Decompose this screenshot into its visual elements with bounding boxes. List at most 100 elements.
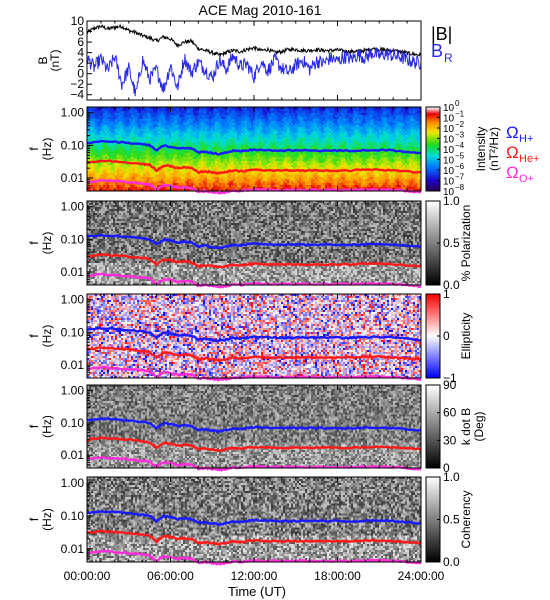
intensity-colorbar-tick-exponent: −1	[455, 110, 465, 119]
kdotb-colorbar-tick-label: 30	[443, 433, 457, 447]
legend-b-radial: B	[431, 41, 443, 61]
kdotb-ylabel: f	[27, 424, 41, 428]
intensity-colorbar-label-group: Intensity (nT²/Hz)	[474, 127, 501, 172]
intensity-colorbar-tick-label: 10	[443, 145, 455, 156]
polarization-yunit: (Hz)	[40, 232, 54, 255]
intensity-gyro-Hplus	[86, 139, 422, 156]
polarization-colorbar-tick-label: 1.0	[443, 194, 460, 208]
kdotb-ylabel-group: f (Hz)	[27, 415, 54, 438]
ellipticity-colorbar	[426, 294, 440, 378]
polarization-ytick-label: 0.10	[61, 232, 85, 246]
polarization-gyro-Hplus	[86, 233, 422, 250]
intensity-colorbar-unit: (nT²/Hz)	[487, 127, 501, 171]
b-magnitude-line	[86, 23, 422, 58]
coherency-colorbar	[426, 477, 440, 562]
legend-omega-Hplus: Ω	[506, 123, 519, 142]
ellipticity-gyro-Hplus	[86, 326, 422, 343]
kdotb-colorbar-tick-label: 0	[443, 461, 450, 475]
legend-omega-subscript-Oplus: O+	[519, 173, 534, 185]
polarization-ylabel-group: f (Hz)	[27, 232, 54, 255]
figure-title: ACE Mag 2010-161	[199, 2, 322, 18]
polarization-ytick-label: 1.00	[61, 200, 85, 214]
kdotb-colorbar-tick-label: 90	[443, 378, 457, 392]
polarization-ylabel: f	[27, 241, 41, 245]
kdotb-colorbar-unit: (Deg)	[472, 411, 486, 441]
kdotb-colorbar-tick-label: 60	[443, 406, 457, 420]
coherency-yunit: (Hz)	[40, 508, 54, 531]
polarization-colorbar-label: % Polarization	[459, 205, 473, 282]
field-ytick-label: −2	[70, 77, 84, 91]
intensity-colorbar-tick-label: 10	[443, 124, 455, 135]
intensity-colorbar-tick-exponent: −6	[455, 162, 465, 171]
kdotb-gyro-Heplus	[86, 436, 422, 453]
field-ytick-label: 2	[77, 56, 84, 70]
kdotb-panel: 1.00 0.10 0.01 f (Hz) 90 60 30 0 k dot B (Deg)	[27, 378, 486, 475]
polarization-colorbar-tick-label: 0.0	[443, 278, 460, 292]
field-ytick-label: 10	[71, 14, 85, 28]
polarization-ytick-label: 0.01	[61, 265, 85, 279]
coherency-colorbar-label: Coherency	[459, 490, 473, 548]
x-axis-label: Time (UT)	[228, 584, 286, 599]
coherency-ytick-label: 0.01	[61, 542, 85, 556]
kdotb-gyro-Oplus	[86, 455, 422, 472]
field-ytick-label: −4	[70, 88, 84, 102]
field-ytick-label: 8	[77, 25, 84, 39]
intensity-yunit: (Hz)	[40, 138, 54, 161]
polarization-colorbar-tick-label: 0.5	[443, 236, 460, 250]
intensity-gyro-Heplus	[86, 159, 422, 175]
legend-b-radial-subscript: R	[444, 51, 453, 65]
intensity-colorbar-tick-exponent: −8	[455, 183, 465, 192]
x-tick-label: 18:00:00	[314, 569, 361, 583]
coherency-gyro-Heplus	[86, 529, 422, 546]
coherency-colorbar-tick-label: 0.5	[443, 513, 460, 527]
polarization-gyro-Heplus	[86, 252, 422, 269]
ellipticity-ytick-label: 0.01	[61, 358, 85, 372]
ellipticity-colorbar-tick-label: −1	[443, 371, 457, 385]
ellipticity-ylabel: f	[27, 334, 41, 338]
intensity-colorbar-tick-label: 10	[443, 114, 455, 125]
legend-omega-subscript-Hplus: H+	[519, 133, 533, 145]
legend-b-magnitude: |B|	[431, 24, 452, 44]
b-radial-line	[86, 47, 422, 97]
kdotb-gyro-Hplus	[86, 417, 422, 434]
kdotb-ytick-label: 1.00	[61, 384, 85, 398]
field-ytick-label: 6	[77, 35, 84, 49]
x-tick-label: 12:00:00	[231, 569, 278, 583]
ellipticity-ytick-label: 0.10	[61, 325, 85, 339]
intensity-colorbar-tick-exponent: −4	[455, 141, 465, 150]
polarization-gyro-Oplus	[86, 272, 422, 289]
kdotb-colorbar-label: k dot B	[459, 408, 473, 445]
coherency-ytick-label: 1.00	[61, 476, 85, 490]
coherency-colorbar-tick-label: 1.0	[443, 470, 460, 484]
field-ylabel: B	[36, 56, 50, 64]
coherency-ylabel: f	[27, 517, 41, 521]
intensity-gyro-Oplus	[86, 178, 422, 195]
intensity-colorbar-tick-label: 10	[443, 103, 455, 114]
legend-omega-subscript-Heplus: He+	[519, 153, 540, 165]
intensity-colorbar-tick-label: 10	[443, 187, 455, 198]
ellipticity-yunit: (Hz)	[40, 325, 54, 348]
ellipticity-colorbar-label-group: Ellipticity	[459, 313, 473, 360]
kdotb-ytick-label: 0.10	[61, 416, 85, 430]
ellipticity-ylabel-group: f (Hz)	[27, 325, 54, 348]
x-axis: 00:00:00 06:00:00 12:00:00 18:00:00 24:00:00	[64, 21, 445, 583]
coherency-colorbar-label-group: Coherency	[459, 490, 473, 548]
field-ytick-label: 4	[77, 46, 84, 60]
intensity-colorbar-tick-exponent: −3	[455, 131, 465, 140]
intensity-ytick-label: 1.00	[61, 106, 85, 120]
ellipticity-colorbar-tick-label: 1	[443, 287, 450, 301]
legend-omega-Heplus: Ω	[506, 143, 519, 162]
coherency-panel: 1.00 0.10 0.01 f (Hz) 1.0 0.5 0.0 Coherency	[27, 470, 473, 569]
intensity-colorbar-tick-label: 10	[443, 166, 455, 177]
legend-omega-Oplus: Ω	[506, 163, 519, 182]
ellipticity-colorbar-tick-label: 0	[443, 329, 450, 343]
intensity-colorbar-tick-label: 10	[443, 135, 455, 146]
x-tick-label: 00:00:00	[64, 569, 111, 583]
intensity-colorbar	[426, 107, 440, 191]
intensity-colorbar-tick-label: 10	[443, 156, 455, 167]
intensity-colorbar-tick-exponent: −5	[455, 152, 465, 161]
intensity-colorbar-label: Intensity	[474, 127, 488, 172]
